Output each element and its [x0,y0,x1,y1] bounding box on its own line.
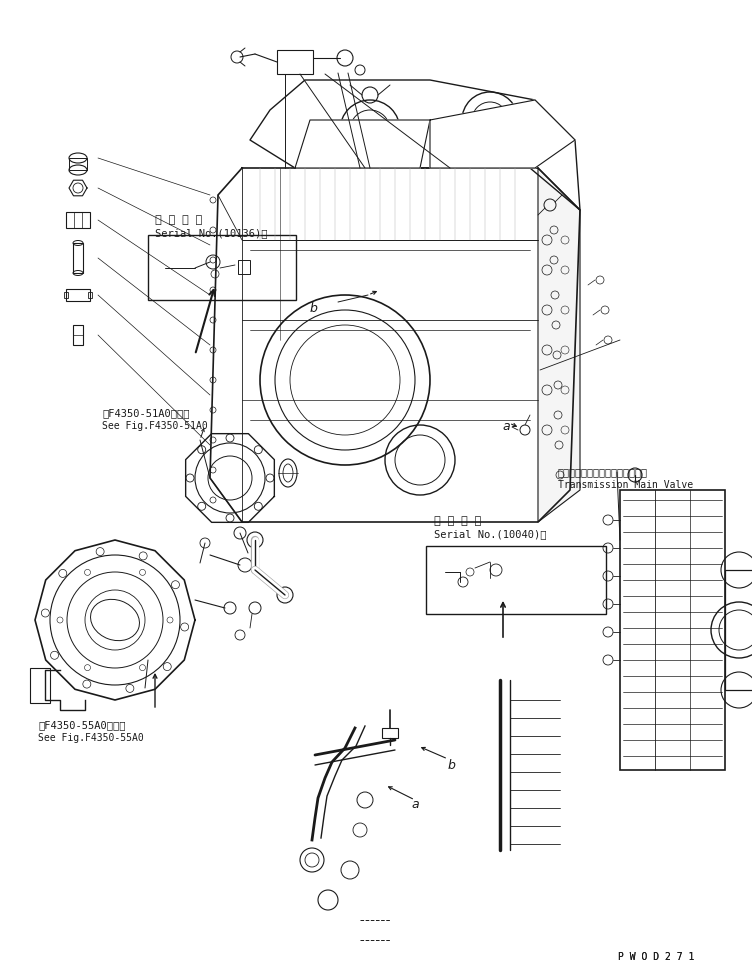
Text: b: b [310,302,318,315]
Polygon shape [295,120,430,168]
Text: P W O D 2 7 1: P W O D 2 7 1 [618,952,694,962]
Bar [30,668,50,703]
Text: Serial No.(10136)～: Serial No.(10136)～ [155,228,268,238]
Bar [725,570,752,690]
Text: トランスミッションメインバルブ: トランスミッションメインバルブ [558,467,648,477]
Text: See Fig.F4350-51A0: See Fig.F4350-51A0 [102,421,208,431]
Bar [238,260,250,274]
Text: 適 用 号 機: 適 用 号 機 [434,516,481,526]
Bar [66,289,90,301]
Bar [148,235,296,300]
Text: P W O D 2 7 1: P W O D 2 7 1 [618,952,694,962]
Bar [66,212,90,228]
Text: a: a [502,420,510,433]
Text: Serial No.(10040)～: Serial No.(10040)～ [434,529,547,539]
Bar [277,50,313,74]
Bar [620,490,725,770]
Text: b: b [448,759,456,772]
Polygon shape [538,168,580,522]
Bar [382,728,398,738]
Text: 適 用 号 機: 適 用 号 機 [155,215,202,225]
Text: 第F4350-55A0図参照: 第F4350-55A0図参照 [38,720,126,730]
Polygon shape [430,100,575,168]
Text: See Fig.F4350-55A0: See Fig.F4350-55A0 [38,733,144,743]
Bar [426,546,606,614]
Text: Transmission Main Valve: Transmission Main Valve [558,480,693,490]
Bar [69,158,87,170]
Bar [64,292,68,298]
Bar [73,243,83,273]
Bar [73,325,83,345]
Bar [88,292,92,298]
Text: 第F4350-51A0図参照: 第F4350-51A0図参照 [102,408,190,418]
Text: a: a [411,798,419,811]
